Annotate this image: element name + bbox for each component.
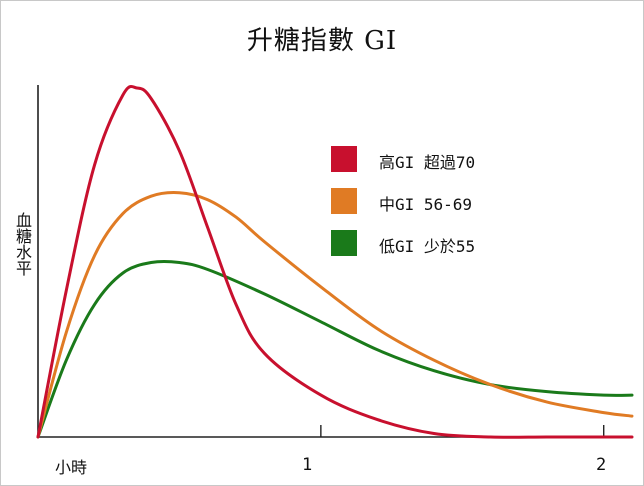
x-tick-label-2: 2 [596,455,607,475]
x-tick-label-1: 1 [302,455,313,475]
legend-swatch-high-gi [331,146,357,172]
chart-title: 升糖指數 GI [246,26,398,56]
series-line-high-gi [36,84,634,439]
legend-label-high-gi: 高GI 超過70 [379,153,476,172]
legend-swatch-medium-gi [331,188,357,214]
legend-label-medium-gi: 中GI 56-69 [379,195,473,214]
legend-swatch-low-gi [331,230,357,256]
series-line-low-gi [36,259,634,439]
legend-label-low-gi: 低GI 少於55 [379,237,476,256]
series-line-medium-gi [36,191,634,439]
y-axis-label: 血糖水平 [13,212,32,276]
x-axis-label: 小時 [55,458,88,477]
